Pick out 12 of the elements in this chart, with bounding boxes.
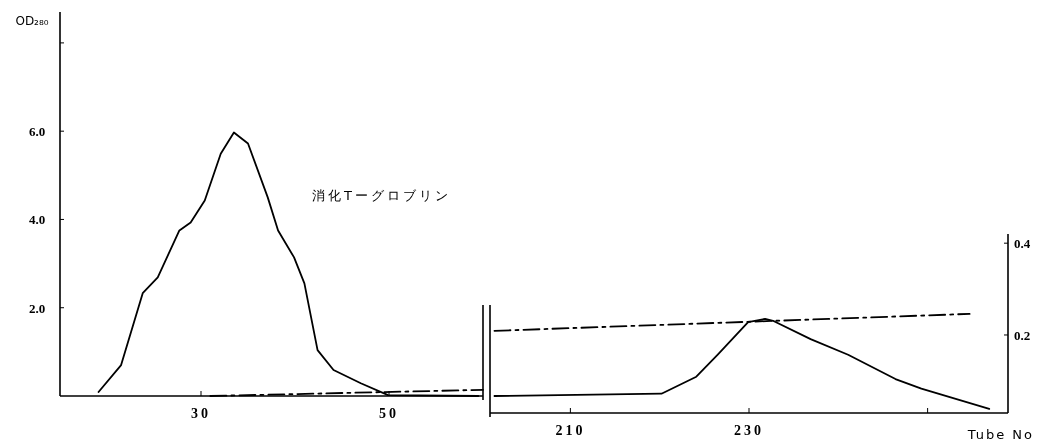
x-tick-label: 230 [734,423,764,438]
annotation: 消化Tーグロブリン [312,188,451,203]
x-tick-label: 210 [555,423,586,438]
y2-tick-label: 0.2 [1014,327,1031,343]
x-tick-label: 50 [379,406,399,421]
y-axis-title: OD₂₈₀ [15,14,49,28]
x-tick-label: 30 [191,406,211,421]
y2-tick-label: 0.4 [1014,236,1031,252]
y-tick-label: 4.0 [28,212,46,228]
x-axis-title: Tube No [966,427,1034,442]
y-tick-label: 6.0 [28,124,46,140]
y-tick-label: 2.0 [28,300,46,316]
